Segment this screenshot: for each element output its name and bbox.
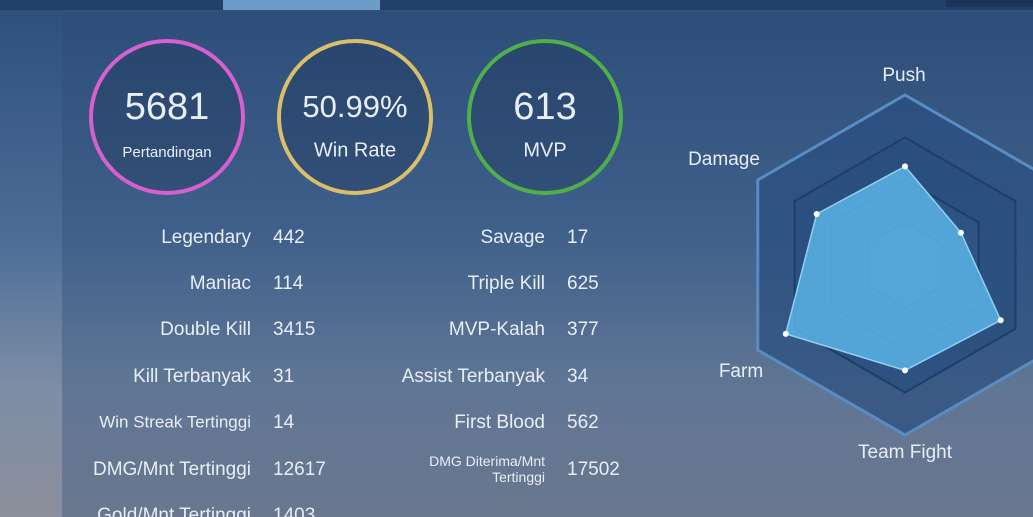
stat-value: 562	[567, 412, 599, 433]
radar-point	[997, 317, 1004, 324]
stat-value: 17	[567, 227, 588, 248]
stat-label: Win Streak Tertinggi	[99, 412, 251, 431]
stat-value: 14	[273, 412, 295, 433]
stat-value: 1403	[273, 505, 315, 517]
radar-axis-label: Team Fight	[858, 442, 953, 463]
stat-value: 442	[273, 227, 305, 248]
summary-value: 50.99%	[302, 89, 407, 124]
stat-label: Maniac	[190, 273, 251, 294]
stat-value: 3415	[273, 319, 315, 340]
stat-label: Legendary	[161, 227, 251, 248]
stat-label: Kill Terbanyak	[133, 366, 251, 387]
stat-label: Double Kill	[160, 319, 251, 340]
summary-ring	[277, 39, 433, 195]
radar-axis-label: Push	[882, 65, 925, 86]
summary-label: Pertandingan	[122, 144, 211, 161]
summary-ring	[467, 39, 623, 195]
summary-label: MVP	[523, 139, 566, 161]
radar-point	[813, 211, 820, 217]
stat-label: Gold/Mnt Tertinggi	[97, 505, 251, 517]
stat-value: 31	[273, 366, 294, 387]
active-tab[interactable]	[223, 0, 380, 10]
top-bar	[0, 0, 1033, 10]
radar-point	[957, 229, 964, 236]
radar-point	[902, 367, 908, 374]
summary-value: 5681	[125, 86, 210, 128]
summary-label: Win Rate	[314, 139, 396, 161]
stat-value: 12617	[273, 459, 326, 480]
stat-value: 377	[567, 319, 599, 340]
radar-point	[902, 163, 908, 170]
summary-ring	[89, 39, 245, 195]
stat-label: DMG Diterima/Mnt Tertinggi	[429, 453, 545, 485]
stat-label: Triple Kill	[468, 273, 545, 294]
stat-label: Assist Terbanyak	[402, 366, 546, 387]
stat-label: MVP-Kalah	[449, 319, 545, 340]
stat-value: 17502	[567, 459, 620, 480]
stat-label: DMG/Mnt Tertinggi	[93, 459, 251, 480]
stat-value: 34	[567, 366, 589, 387]
stat-label: Savage	[481, 227, 545, 248]
stat-label: First Blood	[454, 412, 545, 433]
summary-value: 613	[513, 86, 576, 128]
top-button[interactable]	[946, 0, 1033, 7]
radar-point	[782, 330, 789, 337]
stat-value: 114	[273, 273, 304, 294]
radar-axis-label: Farm	[719, 361, 763, 382]
stat-value: 625	[567, 273, 599, 294]
radar-axis-label: Damage	[688, 149, 760, 170]
